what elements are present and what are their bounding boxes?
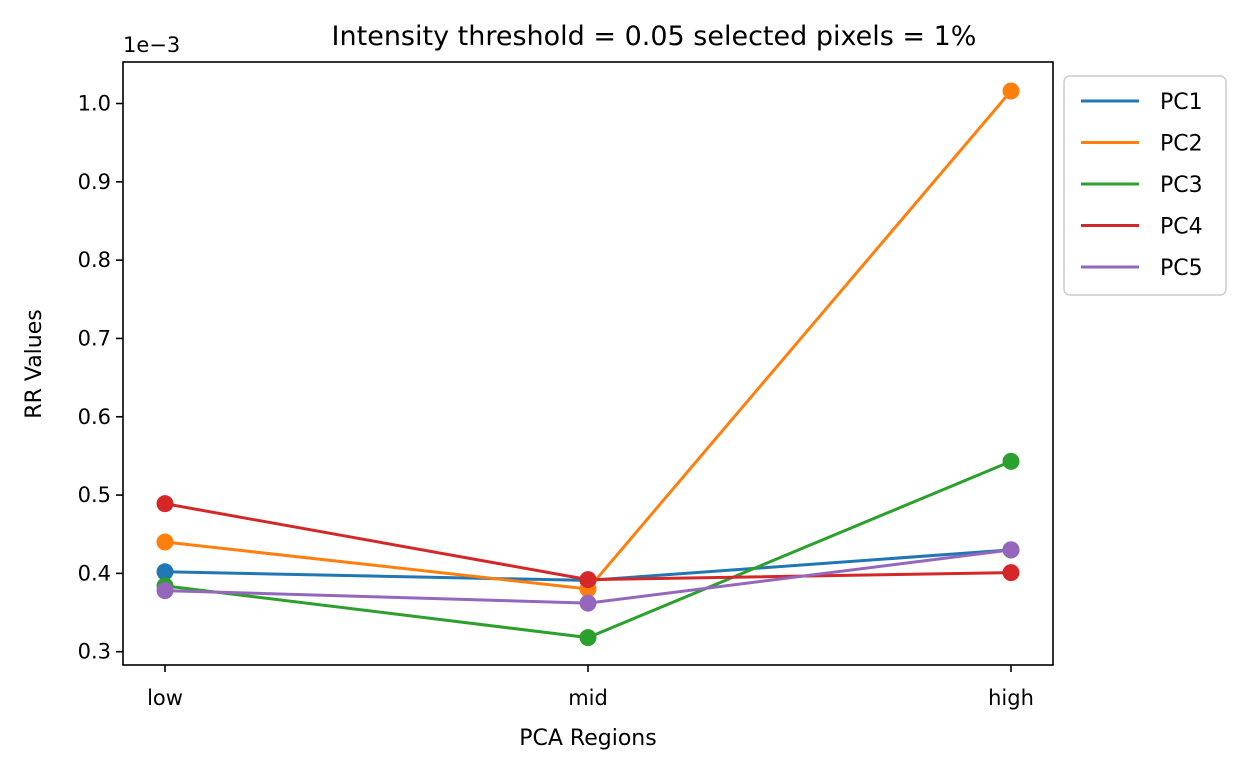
legend-label-pc2: PC2 bbox=[1160, 132, 1203, 157]
plot-frame bbox=[122, 61, 1054, 666]
y-tick-label: 0.3 bbox=[78, 640, 111, 664]
data-point-pc2 bbox=[1002, 82, 1020, 100]
data-point-pc2 bbox=[156, 533, 174, 551]
y-offset-label: 1e−3 bbox=[123, 33, 180, 57]
x-tick-label: mid bbox=[568, 686, 608, 710]
data-point-pc4 bbox=[156, 495, 174, 513]
data-point-pc5 bbox=[579, 594, 597, 612]
x-axis-label: PCA Regions bbox=[519, 726, 656, 751]
y-tick-label: 0.8 bbox=[78, 248, 111, 272]
data-point-pc1 bbox=[156, 563, 174, 581]
y-tick-label: 0.5 bbox=[78, 483, 111, 507]
data-point-pc3 bbox=[1002, 452, 1020, 470]
y-axis-ticks: 0.3 0.4 0.5 0.6 0.7 0.8 0.9 1.0 bbox=[78, 92, 123, 664]
data-point-pc4 bbox=[1002, 564, 1020, 582]
y-tick-label: 0.6 bbox=[78, 405, 111, 429]
legend: PC1 PC2 PC3 PC4 PC5 bbox=[1063, 75, 1227, 296]
data-point-pc4 bbox=[579, 571, 597, 589]
y-tick-label: 0.7 bbox=[78, 326, 111, 350]
legend-frame bbox=[1063, 75, 1227, 296]
x-tick-label: low bbox=[147, 686, 183, 710]
data-point-pc5 bbox=[156, 582, 174, 600]
y-tick-label: 0.4 bbox=[78, 561, 111, 585]
data-point-pc5 bbox=[1002, 541, 1020, 559]
x-tick-label: high bbox=[988, 686, 1034, 710]
legend-label-pc5: PC5 bbox=[1160, 256, 1203, 281]
y-tick-label: 1.0 bbox=[78, 92, 111, 116]
series-layer bbox=[156, 82, 1020, 647]
y-tick-label: 0.9 bbox=[78, 170, 111, 194]
legend-label-pc4: PC4 bbox=[1160, 215, 1203, 240]
chart-title: Intensity threshold = 0.05 selected pixe… bbox=[332, 21, 977, 52]
y-axis-label: RR Values bbox=[22, 309, 47, 418]
legend-label-pc1: PC1 bbox=[1160, 90, 1203, 115]
data-point-pc3 bbox=[579, 629, 597, 647]
legend-label-pc3: PC3 bbox=[1160, 173, 1203, 198]
x-axis-ticks: low mid high bbox=[147, 665, 1034, 710]
